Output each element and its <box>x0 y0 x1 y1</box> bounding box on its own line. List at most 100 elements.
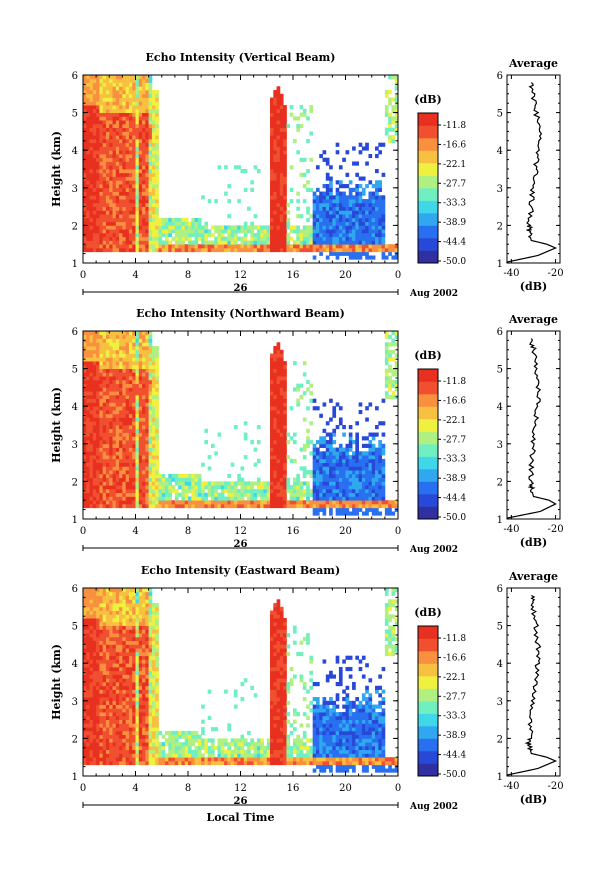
heatmap-cell <box>358 402 363 407</box>
heatmap-cell <box>227 244 232 249</box>
heatmap-cell <box>109 142 113 147</box>
heatmap-cell <box>109 470 113 475</box>
heatmap-cell <box>92 629 97 634</box>
heatmap-cell <box>151 402 156 407</box>
heatmap-cell <box>345 492 350 497</box>
heatmap-cell <box>332 503 337 509</box>
heatmap-cell <box>197 477 202 482</box>
heatmap-cell <box>332 477 337 482</box>
colorbar-frame <box>417 368 439 520</box>
heatmap-cell <box>145 387 150 392</box>
heatmap-cell <box>378 187 382 192</box>
heatmap-cell <box>309 229 314 234</box>
heatmap-cell <box>135 462 140 467</box>
heatmap-cell <box>96 745 100 751</box>
heatmap-cell <box>378 466 382 471</box>
heatmap-cell <box>388 116 392 121</box>
heatmap-cell <box>122 492 127 497</box>
heatmap-cell <box>388 135 392 140</box>
heatmap-cell <box>181 503 186 509</box>
heatmap-cell <box>273 120 277 125</box>
heatmap-cell <box>83 146 87 151</box>
heatmap-cell <box>115 485 120 490</box>
heatmap-cell <box>92 719 97 724</box>
heatmap-cell <box>89 353 94 358</box>
heatmap-cell <box>105 447 110 452</box>
heatmap-cell <box>132 376 136 381</box>
heatmap-cell <box>119 477 123 482</box>
heatmap-cell <box>115 473 120 479</box>
heatmap-cell <box>256 481 261 486</box>
heatmap-cell <box>319 153 323 159</box>
heatmap-cell <box>142 406 146 411</box>
heatmap-cell <box>315 202 320 207</box>
heatmap-cell <box>302 455 307 460</box>
heatmap-cell <box>135 455 140 460</box>
heatmap-cell <box>96 338 100 343</box>
heatmap-cell <box>86 712 90 717</box>
heatmap-cell <box>122 406 127 411</box>
heatmap-cell <box>99 406 104 411</box>
heatmap-cell <box>112 387 117 392</box>
heatmap-cell <box>348 500 353 505</box>
heatmap-cell <box>391 391 396 396</box>
heatmap-cell <box>128 357 133 362</box>
heatmap-cell <box>99 236 104 241</box>
heatmap-cell <box>270 217 274 223</box>
heatmap-cell <box>89 697 94 702</box>
heatmap-cell <box>270 481 274 486</box>
heatmap-cell <box>250 229 255 234</box>
heatmap-cell <box>89 591 94 596</box>
heatmap-cell <box>329 225 333 230</box>
heatmap-cell <box>92 150 97 155</box>
heatmap-cell <box>276 391 281 396</box>
heatmap-cell <box>119 455 123 460</box>
heatmap-cell <box>358 176 363 181</box>
heatmap-cell <box>279 153 284 159</box>
heatmap-cell <box>342 503 346 509</box>
heatmap-cell <box>92 659 97 664</box>
heatmap-cell <box>342 247 346 253</box>
heatmap-cell <box>306 187 310 192</box>
heatmap-cell <box>125 187 130 192</box>
profile-title: Average <box>508 313 558 326</box>
heatmap-cell <box>394 372 399 377</box>
heatmap-cell <box>315 244 320 249</box>
heatmap-cell <box>119 462 123 467</box>
heatmap-cell <box>89 120 94 125</box>
heatmap-cell <box>83 753 87 758</box>
heatmap-cell <box>171 221 176 226</box>
heatmap-cell <box>329 217 333 223</box>
heatmap-cell <box>112 240 117 245</box>
heatmap-cell <box>89 640 94 645</box>
heatmap-cell <box>332 473 337 479</box>
heatmap-cell <box>381 244 386 249</box>
heatmap-cell <box>145 184 150 189</box>
heatmap-cell <box>342 451 346 456</box>
heatmap-cell <box>119 338 123 343</box>
heatmap-cell <box>279 116 284 121</box>
heatmap-cell <box>342 466 346 471</box>
heatmap-cell <box>365 232 369 238</box>
heatmap-cell <box>138 451 143 456</box>
heatmap-cell <box>332 432 337 437</box>
heatmap-cell <box>102 500 107 505</box>
heatmap-cell <box>142 116 146 121</box>
heatmap-cell <box>279 458 284 463</box>
heatmap-cell <box>96 75 100 80</box>
heatmap-cell <box>266 225 271 230</box>
heatmap-cell <box>148 462 153 467</box>
heatmap-cell <box>122 349 127 354</box>
heatmap-cell <box>132 78 136 83</box>
heatmap-cell <box>132 361 136 366</box>
heatmap-cell <box>348 217 353 223</box>
heatmap-cell <box>89 184 94 189</box>
heatmap-cell <box>224 236 228 241</box>
heatmap-cell <box>181 247 186 253</box>
heatmap-cell <box>243 187 248 192</box>
heatmap-cell <box>96 704 100 709</box>
heatmap-cell <box>256 232 261 238</box>
heatmap-cell <box>378 496 382 501</box>
heatmap-cell <box>263 488 268 494</box>
heatmap-cell <box>83 606 87 611</box>
